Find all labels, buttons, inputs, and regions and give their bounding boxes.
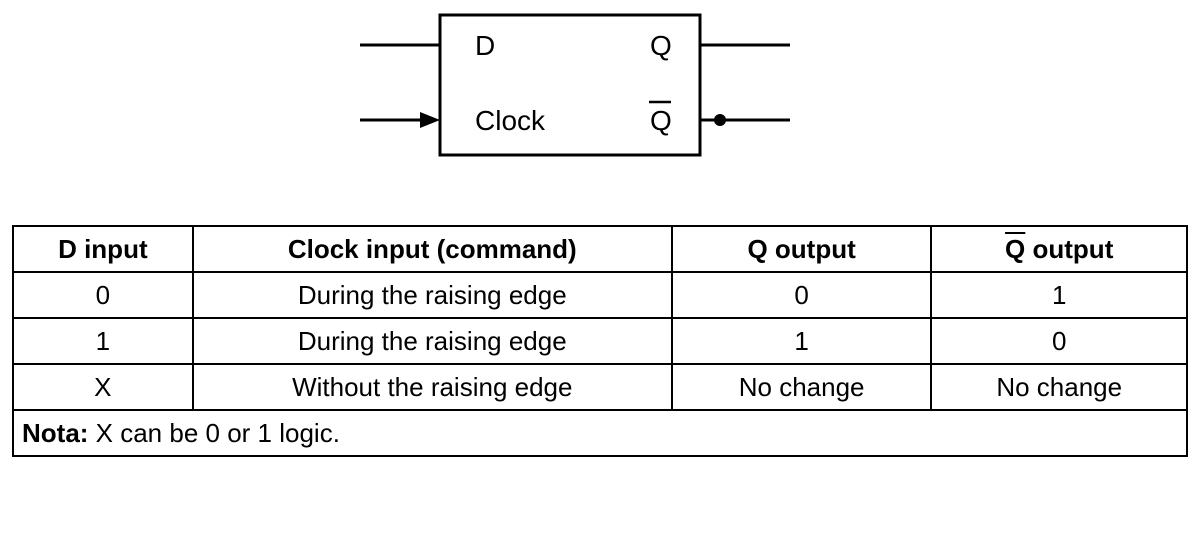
- label-d: D: [475, 30, 495, 61]
- cell: During the raising edge: [193, 318, 672, 364]
- cell: 1: [672, 318, 932, 364]
- col-d-input: D input: [13, 226, 193, 272]
- qbar-node-dot: [714, 114, 726, 126]
- cell: 0: [13, 272, 193, 318]
- cell: 1: [931, 272, 1187, 318]
- label-clock: Clock: [475, 105, 546, 136]
- truth-table: D input Clock input (command) Q output Q…: [12, 225, 1188, 457]
- cell: X: [13, 364, 193, 410]
- wire-qbar-out: [700, 114, 790, 126]
- cell: No change: [931, 364, 1187, 410]
- cell: 1: [13, 318, 193, 364]
- table-row: 0 During the raising edge 0 1: [13, 272, 1187, 318]
- cell: During the raising edge: [193, 272, 672, 318]
- table-row: X Without the raising edge No change No …: [13, 364, 1187, 410]
- dff-symbol: D Q Clock Q: [0, 0, 1200, 200]
- table-header-row: D input Clock input (command) Q output Q…: [13, 226, 1187, 272]
- table-row: 1 During the raising edge 1 0: [13, 318, 1187, 364]
- cell: No change: [672, 364, 932, 410]
- label-q: Q: [650, 30, 672, 61]
- cell: Without the raising edge: [193, 364, 672, 410]
- cell: 0: [931, 318, 1187, 364]
- qbar-symbol: Q: [1005, 234, 1025, 264]
- table-note-row: Nota: X can be 0 or 1 logic.: [13, 410, 1187, 456]
- cell: 0: [672, 272, 932, 318]
- note-text: X can be 0 or 1 logic.: [88, 418, 339, 448]
- col-q-output: Q output: [672, 226, 932, 272]
- label-qbar: Q: [650, 105, 672, 136]
- col-qbar-output: Q output: [931, 226, 1187, 272]
- note-label: Nota:: [22, 418, 88, 448]
- wire-clk-in: [360, 112, 440, 128]
- col-clock-input: Clock input (command): [193, 226, 672, 272]
